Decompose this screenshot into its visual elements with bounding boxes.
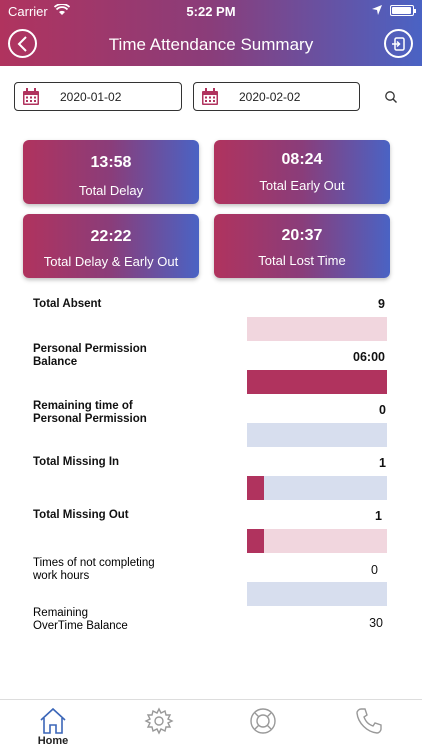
total-absent-value: 9 xyxy=(378,297,385,311)
status-time: 5:22 PM xyxy=(186,4,236,19)
calendar-icon xyxy=(202,88,218,105)
personal-permission-balance-bar xyxy=(247,370,387,394)
card-value: 08:24 xyxy=(281,151,323,168)
total-missing-in-value: 1 xyxy=(379,456,386,470)
logout-button[interactable] xyxy=(384,29,413,58)
total-missing-out-value: 1 xyxy=(375,509,382,523)
total-lost-time-card[interactable]: 20:37 Total Lost Time xyxy=(214,214,390,278)
total-early-out-card[interactable]: 08:24 Total Early Out xyxy=(214,140,390,204)
remaining-overtime-label: Remaining OverTime Balance xyxy=(33,607,128,632)
card-value: 22:22 xyxy=(90,228,132,245)
card-label: Total Delay & Early Out xyxy=(43,254,179,269)
tab-bar: Home xyxy=(0,699,422,750)
battery-icon xyxy=(390,5,416,16)
carrier-label: Carrier xyxy=(8,4,48,19)
wifi-icon xyxy=(54,4,70,15)
gear-icon[interactable] xyxy=(144,706,174,736)
location-arrow-icon xyxy=(372,5,382,15)
bar-fill xyxy=(247,529,264,553)
calendar-icon xyxy=(23,88,39,105)
total-missing-out-label: Total Missing Out xyxy=(33,509,129,521)
to-date-value: 2020-02-02 xyxy=(239,90,301,104)
total-delay-early-out-card[interactable]: 22:22 Total Delay & Early Out xyxy=(23,214,199,278)
to-date-field[interactable]: 2020-02-02 xyxy=(193,82,360,111)
total-missing-in-bar xyxy=(247,476,387,500)
total-missing-in-label: Total Missing In xyxy=(33,456,120,468)
search-icon[interactable] xyxy=(384,90,398,104)
total-absent-bar xyxy=(247,317,387,341)
personal-permission-balance-value: 06:00 xyxy=(353,350,385,364)
incomplete-work-hours-value: 0 xyxy=(371,563,378,577)
card-label: Total Early Out xyxy=(259,178,345,193)
page-title: Time Attendance Summary xyxy=(108,35,314,54)
home-icon[interactable] xyxy=(38,706,68,736)
tab-home-label[interactable]: Home xyxy=(37,735,69,747)
remaining-personal-permission-value: 0 xyxy=(379,403,386,417)
from-date-value: 2020-01-02 xyxy=(60,90,122,104)
bar-fill xyxy=(247,476,264,500)
bar-fill xyxy=(247,370,387,394)
back-button[interactable] xyxy=(8,29,37,58)
remaining-personal-permission-label: Remaining time of Personal Permission xyxy=(33,400,147,425)
remaining-overtime-value: 30 xyxy=(369,616,383,630)
card-label: Total Delay xyxy=(78,183,144,198)
logout-icon xyxy=(392,37,405,51)
chevron-left-icon xyxy=(17,36,27,52)
from-date-field[interactable]: 2020-01-02 xyxy=(14,82,182,111)
phone-icon[interactable] xyxy=(354,706,384,736)
total-absent-label: Total Absent xyxy=(33,298,102,310)
total-delay-card[interactable]: 13:58 Total Delay xyxy=(23,140,199,204)
card-label: Total Lost Time xyxy=(258,253,346,268)
incomplete-work-hours-bar xyxy=(247,582,387,606)
app-header: Carrier 5:22 PM Time Attendance Summary xyxy=(0,0,422,66)
total-missing-out-bar xyxy=(247,529,387,553)
card-value: 13:58 xyxy=(90,154,132,171)
status-bar: Carrier 5:22 PM xyxy=(0,0,422,22)
lifebuoy-icon[interactable] xyxy=(248,706,278,736)
remaining-personal-permission-bar xyxy=(247,423,387,447)
card-value: 20:37 xyxy=(281,227,323,244)
incomplete-work-hours-label: Times of not completing work hours xyxy=(33,557,155,582)
personal-permission-balance-label: Personal Permission Balance xyxy=(33,343,147,368)
